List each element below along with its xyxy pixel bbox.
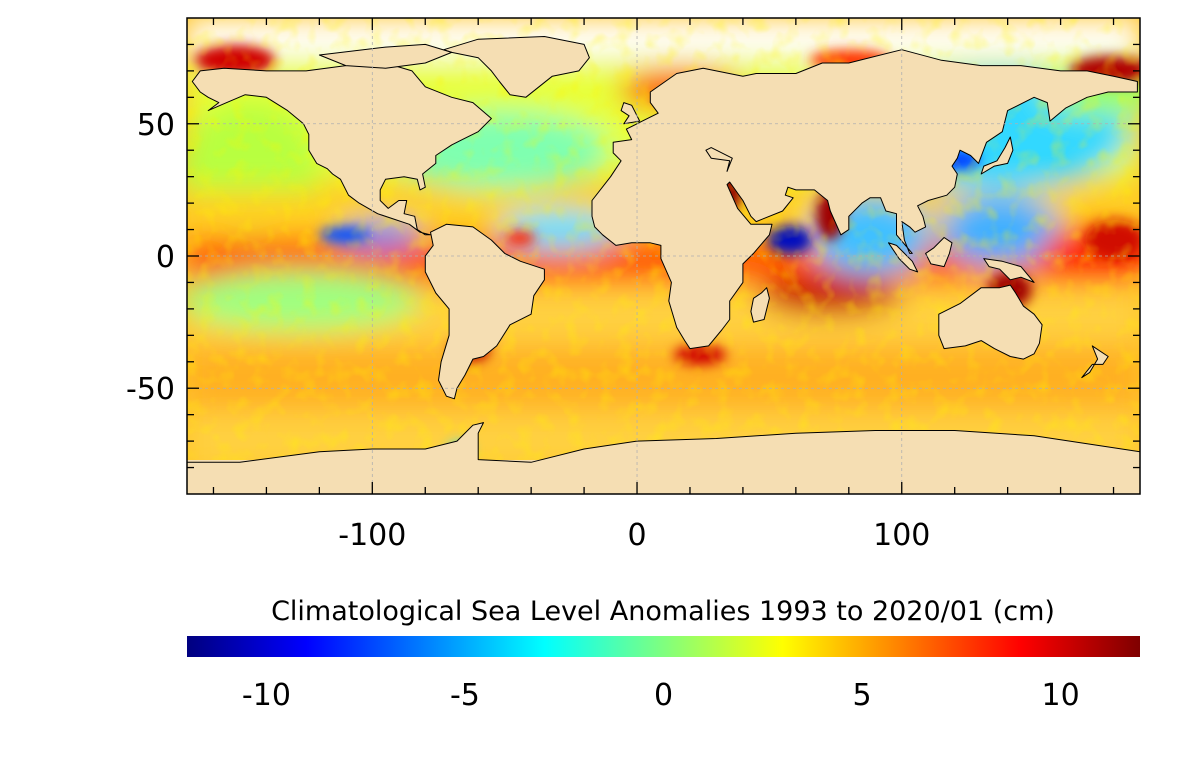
colorbar-tick-labels: -10 -5 0 5 10 xyxy=(242,678,1080,713)
x-tick-label: -100 xyxy=(338,518,406,553)
land-canadian-arctic-islands xyxy=(318,43,453,69)
land-madagascar xyxy=(750,287,770,323)
y-tick-label: 0 xyxy=(156,240,175,275)
land-new-guinea xyxy=(983,258,1035,283)
land-great-britain xyxy=(620,102,641,125)
land-borneo xyxy=(925,237,953,268)
colorbar-tick-label: 10 xyxy=(1041,678,1079,713)
x-axis-tick-labels: -100 0 100 xyxy=(338,518,930,553)
land-new-zealand xyxy=(1081,345,1109,379)
land-japan xyxy=(980,136,1014,175)
y-tick-label: 50 xyxy=(137,108,175,143)
y-axis-tick-labels: 50 0 -50 xyxy=(126,108,175,407)
y-tick-label: -50 xyxy=(126,372,175,407)
land-africa-eurasia xyxy=(591,49,1138,350)
gridlines xyxy=(187,18,1140,494)
x-tick-label: 0 xyxy=(627,518,646,553)
colorbar-tick-label: -5 xyxy=(450,678,480,713)
land-arabian-east-med xyxy=(705,147,733,172)
land-south-america xyxy=(424,223,545,400)
land-greenland xyxy=(443,36,590,98)
colorbar-tick-label: -10 xyxy=(242,678,291,713)
colorbar-tick-label: 0 xyxy=(654,678,673,713)
land-sumatra xyxy=(888,242,919,273)
colorbar-title: Climatological Sea Level Anomalies 1993 … xyxy=(271,596,1055,627)
x-tick-label: 100 xyxy=(873,518,930,553)
colorbar xyxy=(187,636,1140,657)
land-australia xyxy=(938,284,1043,360)
axis-ticks xyxy=(187,18,1140,494)
colorbar-tick-label: 5 xyxy=(852,678,871,713)
